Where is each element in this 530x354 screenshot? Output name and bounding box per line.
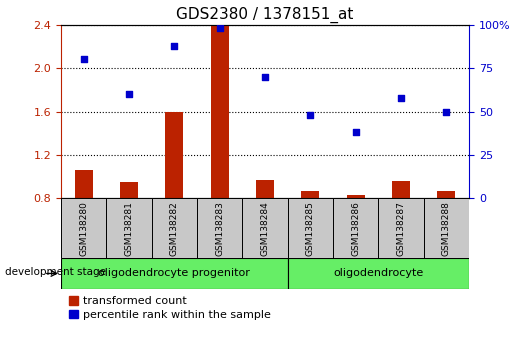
Point bbox=[261, 74, 269, 80]
Text: GSM138282: GSM138282 bbox=[170, 201, 179, 256]
Point bbox=[170, 43, 179, 48]
Bar bbox=[242, 198, 288, 258]
Text: GSM138280: GSM138280 bbox=[79, 201, 88, 256]
Bar bbox=[61, 198, 107, 258]
Text: GSM138288: GSM138288 bbox=[442, 201, 451, 256]
Point bbox=[306, 112, 315, 118]
Bar bbox=[378, 198, 423, 258]
Point bbox=[351, 130, 360, 135]
Bar bbox=[392, 181, 410, 198]
Point bbox=[80, 57, 88, 62]
Bar bbox=[165, 112, 183, 198]
Text: GSM138286: GSM138286 bbox=[351, 201, 360, 256]
Point bbox=[215, 25, 224, 31]
Text: GSM138285: GSM138285 bbox=[306, 201, 315, 256]
Text: oligodendrocyte progenitor: oligodendrocyte progenitor bbox=[99, 268, 250, 279]
Point bbox=[442, 109, 450, 114]
Bar bbox=[197, 198, 242, 258]
Bar bbox=[333, 198, 378, 258]
Text: GSM138284: GSM138284 bbox=[261, 201, 269, 256]
Bar bbox=[107, 198, 152, 258]
Bar bbox=[120, 182, 138, 198]
Bar bbox=[75, 170, 93, 198]
Text: GSM138283: GSM138283 bbox=[215, 201, 224, 256]
Text: oligodendrocyte: oligodendrocyte bbox=[333, 268, 423, 279]
Bar bbox=[288, 198, 333, 258]
Legend: transformed count, percentile rank within the sample: transformed count, percentile rank withi… bbox=[66, 294, 273, 322]
Bar bbox=[210, 25, 229, 198]
Bar bbox=[288, 258, 469, 289]
Text: GSM138287: GSM138287 bbox=[396, 201, 405, 256]
Bar bbox=[347, 195, 365, 198]
Text: development stage: development stage bbox=[5, 267, 107, 277]
Bar bbox=[256, 180, 274, 198]
Bar bbox=[152, 198, 197, 258]
Bar bbox=[301, 191, 320, 198]
Bar bbox=[61, 258, 288, 289]
Point bbox=[397, 95, 405, 101]
Point bbox=[125, 91, 133, 97]
Bar bbox=[423, 198, 469, 258]
Title: GDS2380 / 1378151_at: GDS2380 / 1378151_at bbox=[176, 7, 354, 23]
Bar bbox=[437, 191, 455, 198]
Text: GSM138281: GSM138281 bbox=[125, 201, 134, 256]
